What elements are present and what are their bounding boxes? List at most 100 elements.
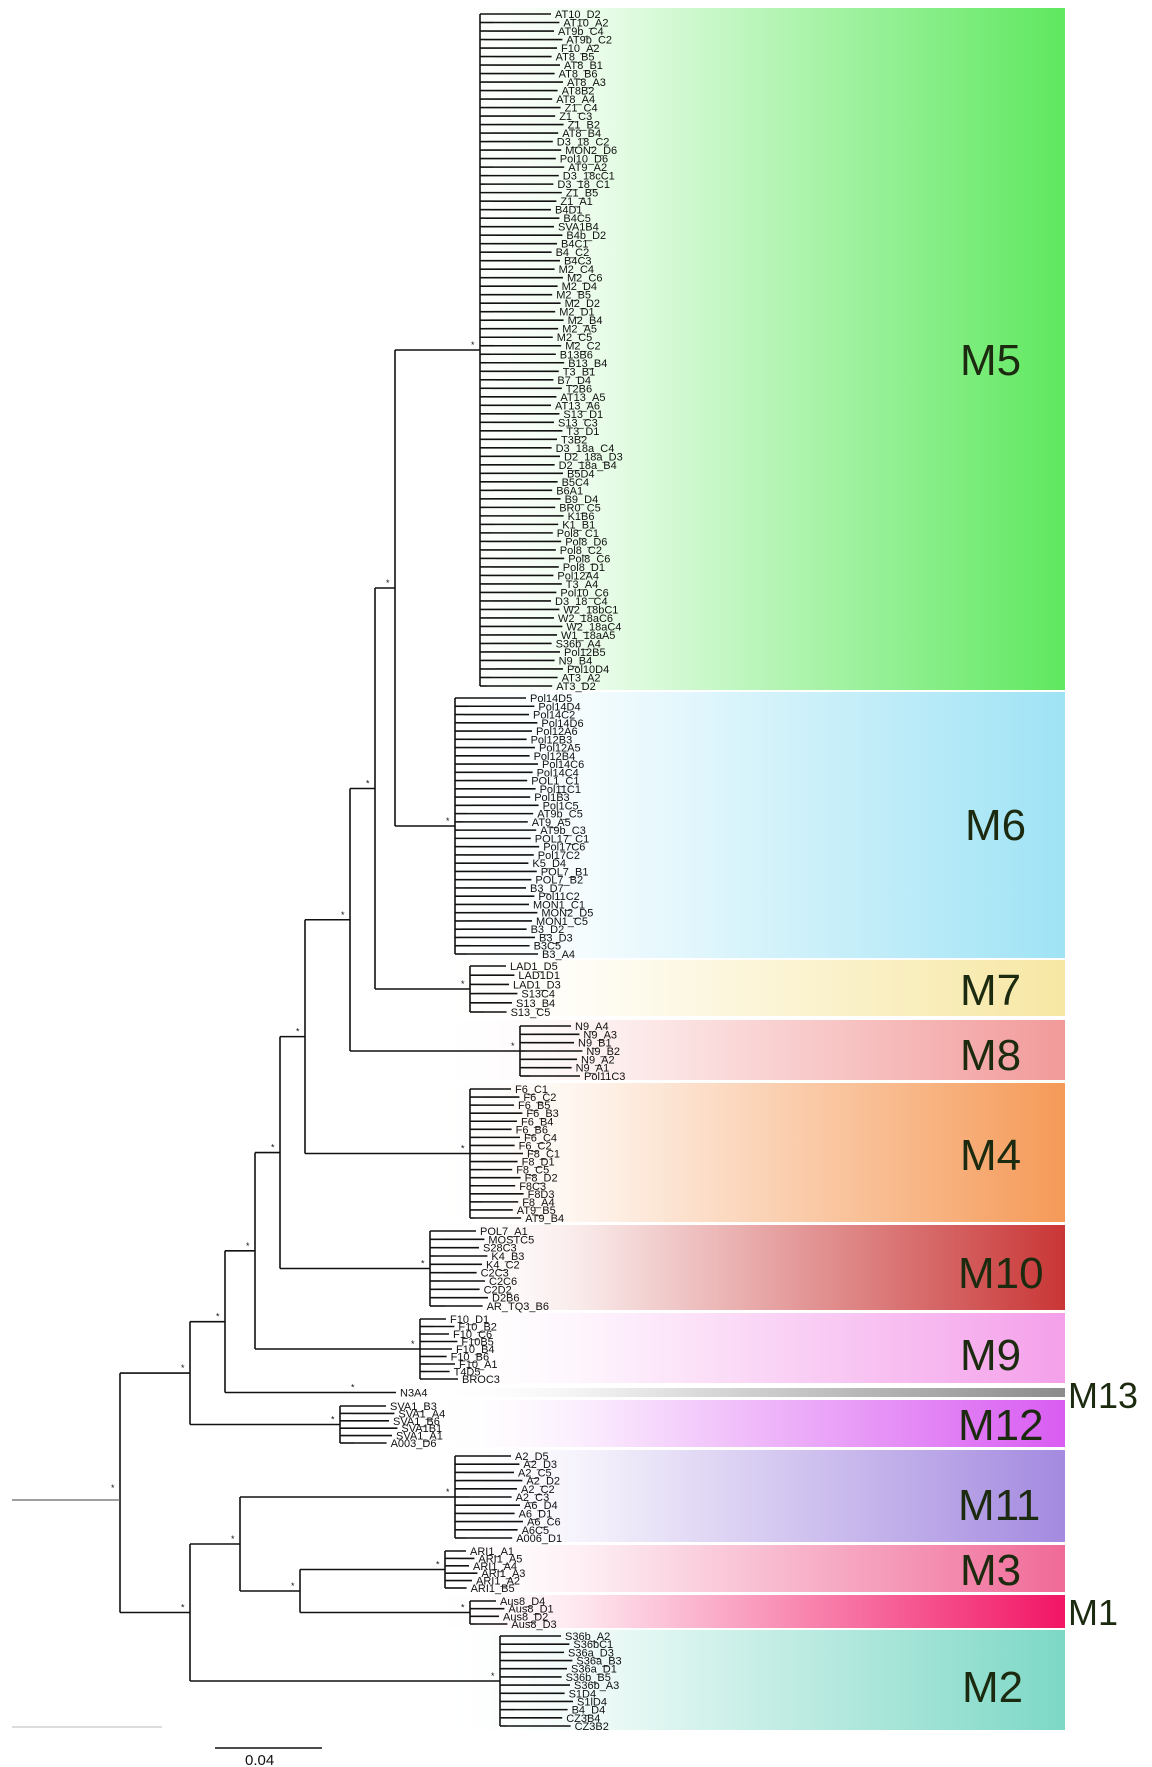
leaf-label: F6_B6 (516, 1124, 548, 1136)
leaf-label: F10_B4 (456, 1344, 495, 1356)
leaf-label: F8_D2 (525, 1173, 558, 1185)
leaf-label: Pol14D4 (538, 701, 580, 713)
leaf-label: Pol1B3 (534, 792, 569, 804)
leaf-label: F6_C2 (519, 1140, 552, 1152)
leaf-label: B13_B4 (568, 358, 607, 370)
leaf-label: Aus8_D1 (508, 1604, 553, 1616)
leaf-label: AT9_A5 (532, 817, 571, 829)
leaf-label: T2B6 (566, 383, 592, 395)
leaf-label: AT8_A4 (556, 94, 595, 106)
leaf-label: Pol12B4 (534, 751, 576, 763)
leaf-label: A2_C3 (516, 1492, 550, 1504)
leaf-label: A2_C5 (518, 1467, 552, 1479)
clade-band-m1 (430, 1595, 1065, 1628)
leaf-label: B13B6 (560, 349, 593, 361)
clade-band-m5 (430, 8, 1065, 690)
leaf-label: Pol14C6 (542, 759, 584, 771)
leaf-label: K4_B3 (491, 1251, 524, 1263)
leaf-label: AT9b_C3 (540, 825, 586, 837)
leaf-label: C2C3 (481, 1268, 509, 1280)
leaf-label: B4D1 (555, 205, 583, 217)
leaf-label: D3_18a_C4 (556, 443, 615, 455)
leaf-label: F10_C6 (453, 1329, 492, 1341)
leaf-label: S36a_B3 (576, 1656, 621, 1668)
clade-band-m10 (430, 1225, 1065, 1310)
leaf-label: SVA1B4 (558, 222, 599, 234)
tree-branches (119, 13, 583, 1727)
support-asterisk: * (351, 1383, 355, 1393)
leaf-label: D3_18_C2 (557, 137, 610, 149)
leaf-label: ARI1_A4 (473, 1561, 517, 1573)
leaf-label: POL17_C1 (535, 833, 589, 845)
support-asterisk: * (181, 1363, 185, 1373)
leaf-label: S36a_D3 (568, 1647, 614, 1659)
clade-band-m6 (430, 692, 1065, 958)
leaf-label: AT13_A5 (560, 392, 605, 404)
leaf-label: ARI1_A2 (476, 1576, 520, 1588)
leaf-label: BROC3 (462, 1374, 500, 1386)
leaf-label: F6_C2 (523, 1092, 556, 1104)
support-asterisk: * (341, 910, 345, 920)
leaf-label: POL1_C1 (531, 776, 579, 788)
leaf-label: POL7_B1 (541, 866, 589, 878)
leaf-label: AT3_D2 (556, 681, 596, 693)
leaf-label: Pol14D5 (530, 693, 572, 705)
leaf-label: Pol10_D6 (560, 154, 608, 166)
leaf-label: M2_C5 (557, 332, 592, 344)
leaf-label: F8_C1 (527, 1149, 560, 1161)
leaf-label: Pol14C2 (533, 710, 575, 722)
support-asterisk: * (386, 578, 390, 588)
leaf-label: N3A4 (400, 1388, 428, 1400)
leaf-label: A6_D4 (524, 1500, 558, 1512)
leaf-label: AT3_A2 (562, 672, 601, 684)
leaf-label: F8_A4 (522, 1197, 554, 1209)
leaf-label: F8_C5 (516, 1165, 549, 1177)
leaf-label: LAD1_D5 (510, 961, 558, 973)
support-asterisk: * (231, 1534, 235, 1544)
leaf-label: SVA1_B3 (390, 1401, 437, 1413)
leaf-label: B5C4 (562, 477, 590, 489)
leaf-label: Pol8_C2 (560, 545, 602, 557)
leaf-label: BR0_C5 (559, 502, 601, 514)
leaf-label: AT8_B1 (564, 60, 603, 72)
leaf-label: W2_18aC6 (558, 613, 613, 625)
leaf-label: B4C3 (564, 256, 592, 268)
leaf-label: A2_C2 (521, 1484, 555, 1496)
leaf-label: ARI1_B5 (471, 1583, 515, 1595)
leaf-label: M2_C6 (567, 273, 602, 285)
leaf-label: Aus8_D2 (503, 1611, 548, 1623)
support-asterisk: * (471, 340, 475, 350)
leaf-label: AR_TQ3_B6 (487, 1301, 549, 1313)
support-asterisk: * (511, 1041, 515, 1051)
leaf-label: S13_B4 (516, 998, 555, 1010)
leaf-label: Pol8_D1 (563, 562, 605, 574)
leaf-label: B3_A4 (542, 949, 575, 961)
leaf-label: Pol17C2 (538, 850, 580, 862)
leaf-label: Pol8_D6 (565, 536, 607, 548)
leaf-label: B3_D7 (530, 883, 564, 895)
leaf-label: N9_B4 (559, 655, 593, 667)
leaf-label: ARI1_A1 (470, 1546, 514, 1558)
leaf-label: SVA1_A4 (398, 1408, 445, 1420)
support-asterisk: * (446, 1487, 450, 1497)
leaf-label: SVA1_B6 (393, 1416, 440, 1428)
leaf-label: A6C5 (522, 1525, 550, 1537)
support-asterisk: * (291, 1581, 295, 1591)
leaf-label: N9_A3 (583, 1029, 617, 1041)
leaf-label: AT13_A6 (555, 400, 600, 412)
leaf-label: Z1_B5 (566, 188, 598, 200)
clade-label-m12: M12 (958, 1401, 1044, 1450)
leaf-label: S13_C3 (558, 417, 598, 429)
clade-band-m9 (430, 1313, 1065, 1383)
leaf-label: D2B6 (492, 1293, 520, 1305)
leaf-label: T3_A4 (566, 579, 598, 591)
support-asterisk: * (246, 1241, 250, 1251)
leaf-label: T4D5 (454, 1367, 481, 1379)
support-asterisk: * (411, 1339, 415, 1349)
leaf-label: A6_C6 (527, 1517, 561, 1529)
leaf-label: MON2_D5 (541, 908, 593, 920)
leaf-label: M2_B5 (556, 290, 591, 302)
leaf-label: B4C1 (561, 239, 589, 251)
leaf-label: LAD1D1 (518, 970, 560, 982)
